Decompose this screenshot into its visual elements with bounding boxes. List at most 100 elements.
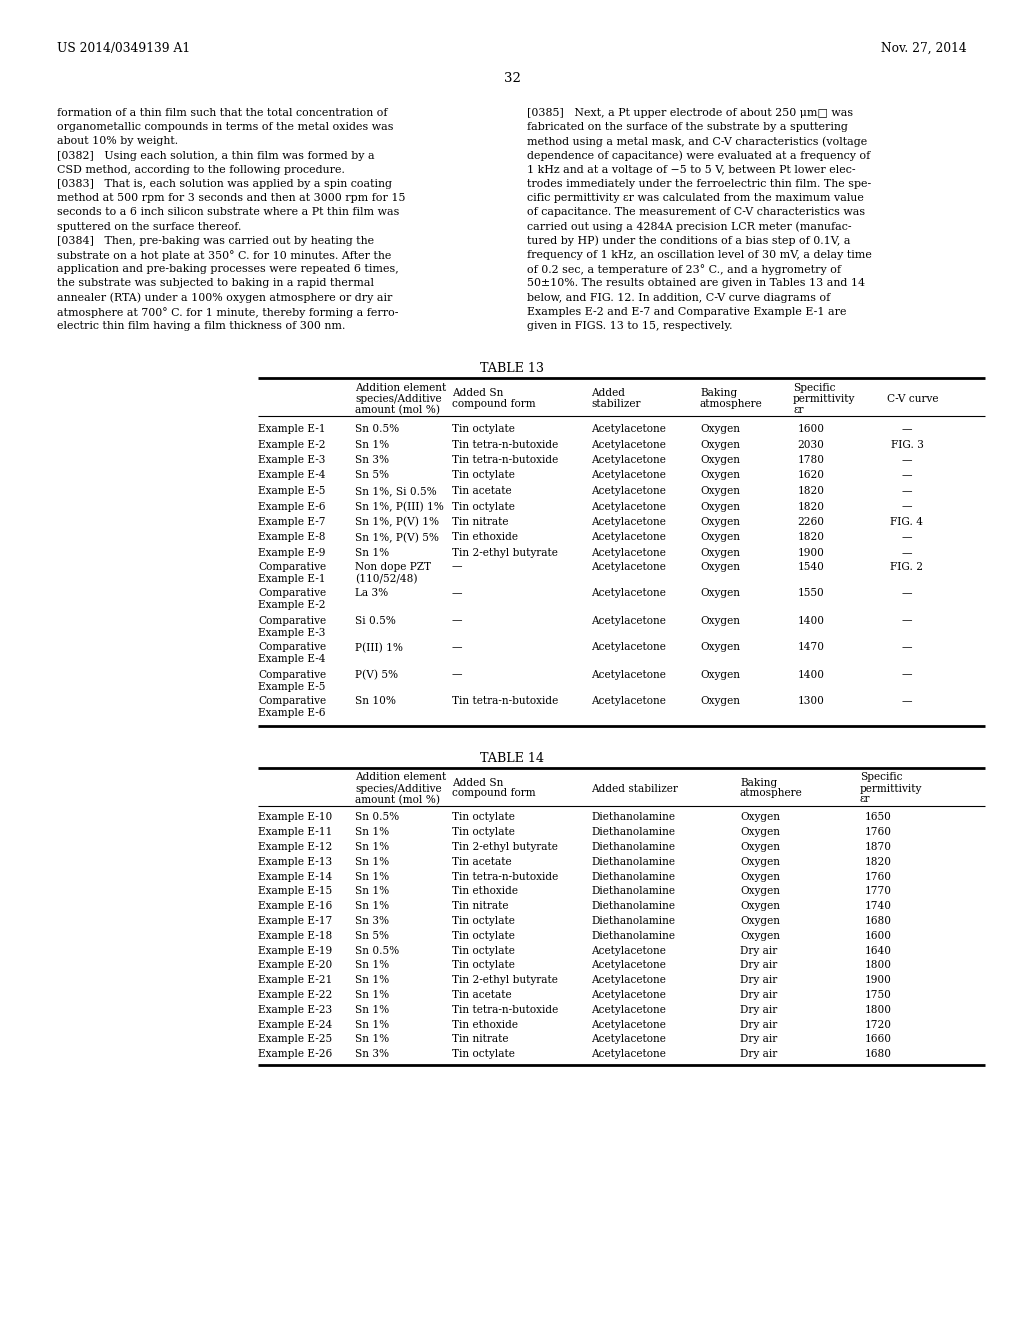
Text: TABLE 13: TABLE 13 (480, 362, 544, 375)
Text: sputtered on the surface thereof.: sputtered on the surface thereof. (57, 222, 242, 231)
Text: Example E-5: Example E-5 (258, 681, 326, 692)
Text: Acetylacetone: Acetylacetone (591, 990, 666, 1001)
Text: Comparative: Comparative (258, 561, 326, 572)
Text: —: — (902, 424, 912, 434)
Text: —: — (902, 470, 912, 480)
Text: Example E-11: Example E-11 (258, 828, 332, 837)
Text: formation of a thin film such that the total concentration of: formation of a thin film such that the t… (57, 108, 387, 117)
Text: Diethanolamine: Diethanolamine (591, 828, 675, 837)
Text: Example E-15: Example E-15 (258, 887, 332, 896)
Text: Tin octylate: Tin octylate (452, 470, 515, 480)
Text: Comparative: Comparative (258, 589, 326, 598)
Text: 1820: 1820 (798, 502, 824, 511)
Text: Sn 1%: Sn 1% (355, 1035, 389, 1044)
Text: of 0.2 sec, a temperature of 23° C., and a hygrometry of: of 0.2 sec, a temperature of 23° C., and… (527, 264, 841, 275)
Text: Acetylacetone: Acetylacetone (591, 1049, 666, 1059)
Text: Acetylacetone: Acetylacetone (591, 589, 666, 598)
Text: Diethanolamine: Diethanolamine (591, 916, 675, 927)
Text: Tin octylate: Tin octylate (452, 813, 515, 822)
Text: Diethanolamine: Diethanolamine (591, 842, 675, 853)
Text: Sn 1%: Sn 1% (355, 961, 389, 970)
Text: [0384]   Then, pre-baking was carried out by heating the: [0384] Then, pre-baking was carried out … (57, 236, 374, 246)
Text: 32: 32 (504, 73, 520, 84)
Text: Dry air: Dry air (740, 1005, 777, 1015)
Text: Oxygen: Oxygen (740, 902, 780, 911)
Text: Acetylacetone: Acetylacetone (591, 945, 666, 956)
Text: Sn 0.5%: Sn 0.5% (355, 945, 399, 956)
Text: Sn 1%, Si 0.5%: Sn 1%, Si 0.5% (355, 486, 437, 496)
Text: Acetylacetone: Acetylacetone (591, 561, 666, 572)
Text: atmosphere: atmosphere (740, 788, 803, 799)
Text: 1750: 1750 (864, 990, 892, 1001)
Text: Oxygen: Oxygen (700, 440, 740, 450)
Text: permittivity: permittivity (860, 784, 923, 793)
Text: Oxygen: Oxygen (700, 697, 740, 706)
Text: Comparative: Comparative (258, 615, 326, 626)
Text: Tin octylate: Tin octylate (452, 961, 515, 970)
Text: Sn 1%, P(V) 5%: Sn 1%, P(V) 5% (355, 532, 439, 543)
Text: Comparative: Comparative (258, 643, 326, 652)
Text: 1660: 1660 (864, 1035, 892, 1044)
Text: Oxygen: Oxygen (740, 857, 780, 867)
Text: Tin octylate: Tin octylate (452, 945, 515, 956)
Text: Acetylacetone: Acetylacetone (591, 1005, 666, 1015)
Text: 1400: 1400 (798, 669, 824, 680)
Text: Tin ethoxide: Tin ethoxide (452, 887, 518, 896)
Text: —: — (902, 502, 912, 511)
Text: Acetylacetone: Acetylacetone (591, 643, 666, 652)
Text: [0382]   Using each solution, a thin film was formed by a: [0382] Using each solution, a thin film … (57, 150, 375, 161)
Text: Sn 1%, P(III) 1%: Sn 1%, P(III) 1% (355, 502, 443, 512)
Text: 1470: 1470 (798, 643, 824, 652)
Text: 2260: 2260 (798, 517, 824, 527)
Text: Sn 1%: Sn 1% (355, 1005, 389, 1015)
Text: Acetylacetone: Acetylacetone (591, 1035, 666, 1044)
Text: stabilizer: stabilizer (591, 399, 640, 409)
Text: Tin octylate: Tin octylate (452, 916, 515, 927)
Text: electric thin film having a film thickness of 300 nm.: electric thin film having a film thickne… (57, 321, 345, 331)
Text: Added Sn: Added Sn (452, 388, 504, 399)
Text: —: — (902, 486, 912, 496)
Text: Acetylacetone: Acetylacetone (591, 548, 666, 558)
Text: species/Additive: species/Additive (355, 784, 441, 793)
Text: Oxygen: Oxygen (700, 643, 740, 652)
Text: Example E-19: Example E-19 (258, 945, 332, 956)
Text: Oxygen: Oxygen (700, 669, 740, 680)
Text: Sn 3%: Sn 3% (355, 916, 389, 927)
Text: Oxygen: Oxygen (700, 589, 740, 598)
Text: compound form: compound form (452, 399, 536, 409)
Text: Dry air: Dry air (740, 945, 777, 956)
Text: Tin tetra-n-butoxide: Tin tetra-n-butoxide (452, 440, 558, 450)
Text: Sn 1%: Sn 1% (355, 975, 389, 985)
Text: 1680: 1680 (864, 916, 892, 927)
Text: Oxygen: Oxygen (700, 517, 740, 527)
Text: Comparative: Comparative (258, 669, 326, 680)
Text: Example E-2: Example E-2 (258, 440, 326, 450)
Text: TABLE 14: TABLE 14 (480, 751, 544, 764)
Text: 1780: 1780 (798, 455, 824, 465)
Text: —: — (452, 669, 463, 680)
Text: Oxygen: Oxygen (700, 455, 740, 465)
Text: Tin octylate: Tin octylate (452, 828, 515, 837)
Text: Diethanolamine: Diethanolamine (591, 857, 675, 867)
Text: Example E-16: Example E-16 (258, 902, 332, 911)
Text: Tin acetate: Tin acetate (452, 990, 512, 1001)
Text: Diethanolamine: Diethanolamine (591, 887, 675, 896)
Text: Example E-6: Example E-6 (258, 709, 326, 718)
Text: Added stabilizer: Added stabilizer (591, 784, 678, 793)
Text: 1900: 1900 (864, 975, 892, 985)
Text: [0385]   Next, a Pt upper electrode of about 250 μm□ was: [0385] Next, a Pt upper electrode of abo… (527, 108, 853, 117)
Text: FIG. 4: FIG. 4 (891, 517, 924, 527)
Text: 1600: 1600 (798, 424, 824, 434)
Text: La 3%: La 3% (355, 589, 388, 598)
Text: Added: Added (591, 388, 625, 399)
Text: Tin acetate: Tin acetate (452, 857, 512, 867)
Text: 1540: 1540 (798, 561, 824, 572)
Text: εr: εr (793, 405, 804, 414)
Text: Example E-20: Example E-20 (258, 961, 332, 970)
Text: Sn 1%: Sn 1% (355, 871, 389, 882)
Text: Oxygen: Oxygen (700, 532, 740, 543)
Text: method at 500 rpm for 3 seconds and then at 3000 rpm for 15: method at 500 rpm for 3 seconds and then… (57, 193, 406, 203)
Text: Examples E-2 and E-7 and Comparative Example E-1 are: Examples E-2 and E-7 and Comparative Exa… (527, 306, 847, 317)
Text: Comparative: Comparative (258, 697, 326, 706)
Text: frequency of 1 kHz, an oscillation level of 30 mV, a delay time: frequency of 1 kHz, an oscillation level… (527, 249, 871, 260)
